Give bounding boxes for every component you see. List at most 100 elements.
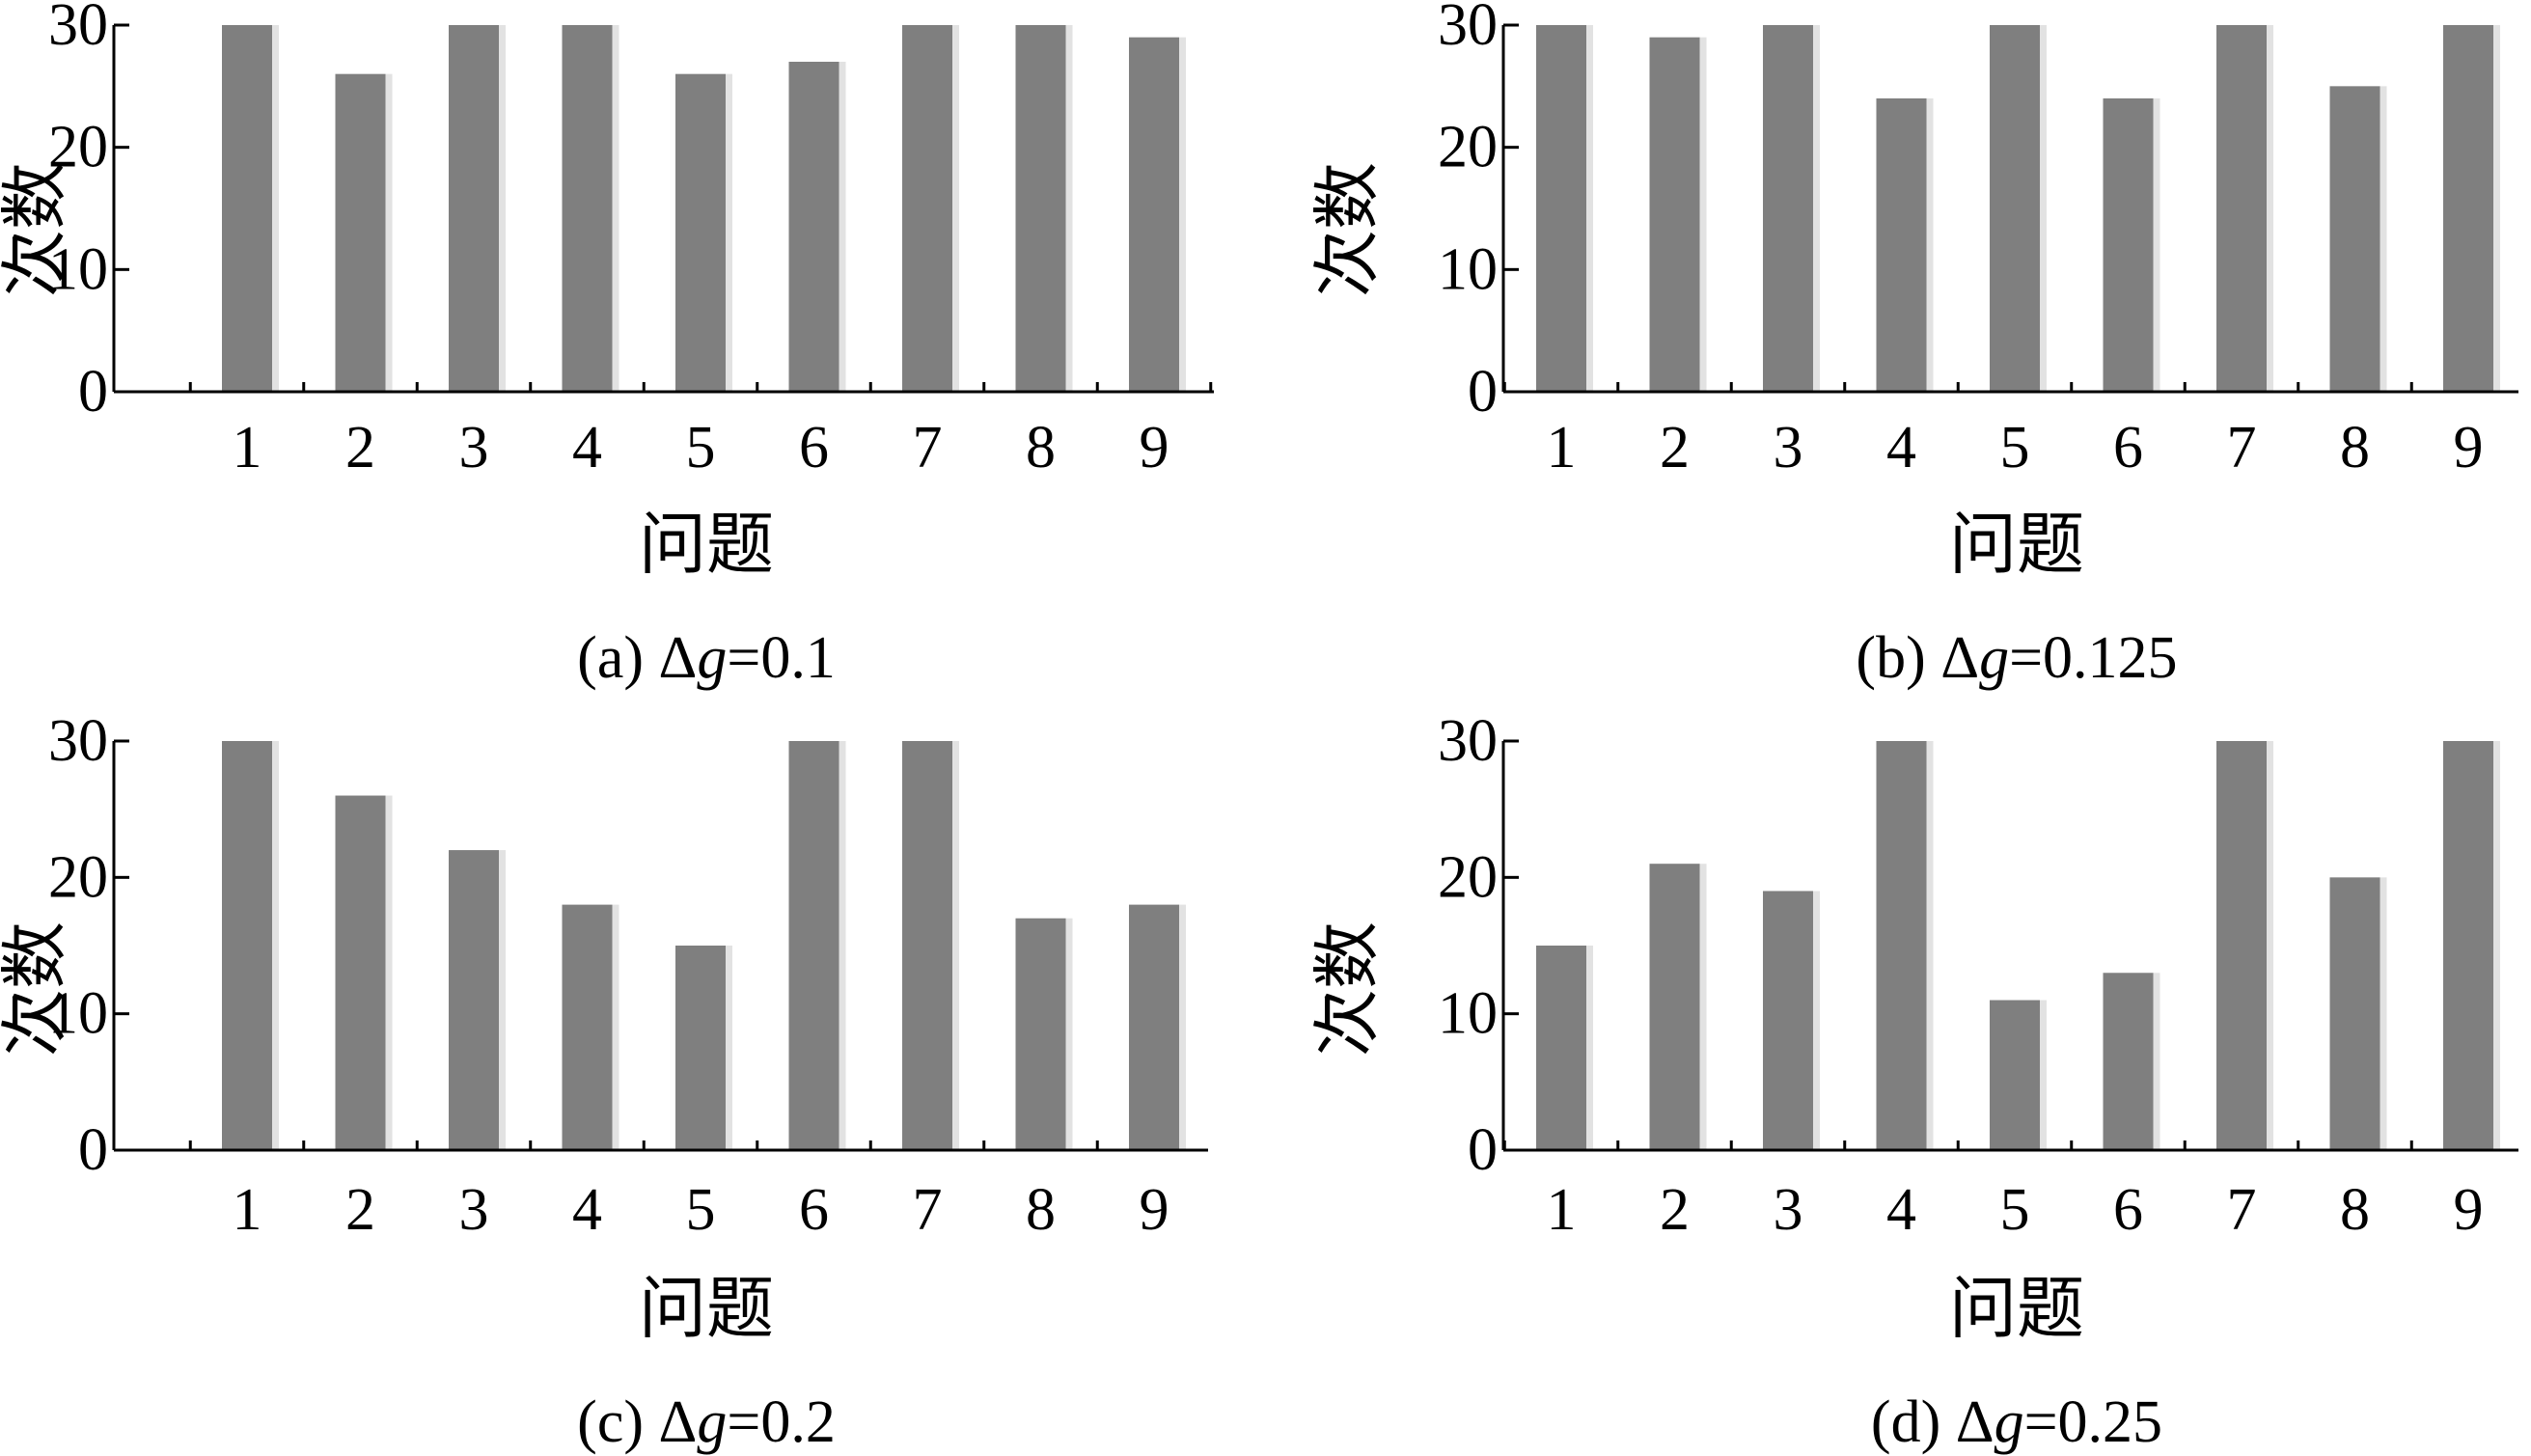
bar [1536, 946, 1586, 1150]
y-tick-label: 0 [78, 1117, 108, 1183]
bar-highlight [839, 62, 846, 392]
bar [1649, 864, 1700, 1150]
caption-prefix: (b) Δ [1856, 625, 1979, 691]
bar [1876, 98, 1927, 392]
chart-panel-a: 次数 问题 (a) Δg=0.1 0 10 20 30 1 2 3 4 5 6 7 8 9 [0, 0, 1214, 691]
bar-highlight [2380, 877, 2387, 1150]
y-tick-label: 30 [48, 0, 108, 58]
x-axis-title: 问题 [639, 508, 774, 583]
bar-highlight [2267, 25, 2273, 392]
bar [902, 25, 952, 392]
y-tick-label: 30 [48, 708, 108, 774]
y-tick-label: 10 [48, 981, 108, 1047]
bar-highlight [952, 25, 959, 392]
bar [335, 795, 386, 1150]
y-tick-label: 20 [1438, 115, 1498, 180]
bar [2103, 98, 2154, 392]
bar-highlight [2493, 741, 2500, 1150]
x-tick-label: 2 [345, 415, 375, 481]
bar [1015, 918, 1066, 1150]
bar-highlight [272, 25, 279, 392]
x-tick-label: 5 [686, 1177, 716, 1243]
bar [902, 741, 952, 1150]
x-tick-label: 9 [1140, 1177, 1169, 1243]
bar [2216, 25, 2267, 392]
bar-highlight [1926, 98, 1934, 392]
x-tick-label: 4 [1886, 415, 1916, 481]
bar-highlight [1179, 904, 1186, 1150]
x-tick-label: 3 [459, 1177, 489, 1243]
x-tick-label: 5 [2000, 415, 2030, 481]
bar-highlight [612, 904, 619, 1150]
bar [675, 946, 726, 1150]
panel-caption: (a) Δg=0.1 [577, 625, 836, 691]
y-tick-label: 10 [48, 236, 108, 302]
y-tick-label: 0 [1468, 1117, 1498, 1183]
bar [1763, 25, 1813, 392]
x-tick-label: 1 [1547, 415, 1577, 481]
x-tick-label: 5 [686, 415, 716, 481]
bar-highlight [2380, 86, 2387, 392]
x-tick-label: 6 [2113, 1177, 2143, 1243]
bar-highlight [839, 741, 846, 1150]
x-axis-title: 问题 [1949, 1273, 2084, 1347]
bar-highlight [385, 73, 393, 393]
chart-panel-b: 次数 问题 (b) Δg=0.125 0 10 20 30 1 2 3 4 5 6 7 8 9 [1311, 0, 2518, 691]
x-tick-label: 6 [799, 1177, 829, 1243]
x-tick-label: 9 [2454, 1177, 2484, 1243]
x-tick-label: 3 [459, 415, 489, 481]
bar-highlight [612, 25, 619, 392]
bar [1876, 741, 1927, 1150]
x-tick-label: 9 [2454, 415, 2484, 481]
bar-highlight [1699, 864, 1707, 1150]
bar-highlight [726, 946, 732, 1150]
x-tick-label: 1 [1547, 1177, 1577, 1243]
y-tick-label: 30 [1438, 708, 1498, 774]
bar-highlight [1926, 741, 1934, 1150]
x-tick-label: 1 [233, 1177, 262, 1243]
panel-caption: (d) Δg=0.25 [1871, 1389, 2162, 1455]
caption-prefix: (a) Δ [577, 625, 697, 691]
bar-highlight [726, 73, 732, 393]
x-tick-label: 8 [2340, 1177, 2370, 1243]
caption-value: =0.25 [2024, 1389, 2162, 1455]
bar [562, 25, 613, 392]
bar [1129, 904, 1179, 1150]
y-axis-title: 次数 [1311, 921, 1386, 1057]
caption-value: =0.125 [2009, 625, 2177, 691]
y-tick-label: 0 [1468, 359, 1498, 425]
x-tick-label: 7 [913, 1177, 943, 1243]
bar [449, 850, 499, 1150]
bar [1990, 1000, 2040, 1150]
x-axis-title: 问题 [1949, 508, 2084, 583]
bar-highlight [2040, 1000, 2047, 1150]
x-tick-label: 2 [345, 1177, 375, 1243]
x-tick-label: 8 [1026, 415, 1056, 481]
panel-caption: (c) Δg=0.2 [577, 1389, 836, 1455]
y-axis-title: 次数 [1311, 162, 1386, 297]
x-tick-label: 6 [2113, 415, 2143, 481]
bar [1649, 37, 1700, 393]
bar-highlight [1586, 946, 1593, 1150]
x-tick-label: 3 [1774, 415, 1803, 481]
chart-panel-d: 次数 问题 (d) Δg=0.25 0 10 20 30 1 2 3 4 5 6 7 8 9 [1311, 708, 2518, 1455]
panel-caption: (b) Δg=0.125 [1856, 625, 2177, 691]
caption-variable: g [1995, 1389, 2024, 1455]
bar-highlight [1813, 25, 1820, 392]
caption-prefix: (c) Δ [577, 1389, 697, 1455]
bar [675, 73, 726, 393]
y-tick-label: 10 [1438, 236, 1498, 302]
bar-highlight [1586, 25, 1593, 392]
bar [1129, 37, 1179, 393]
caption-value: =0.2 [727, 1389, 835, 1455]
bar [2103, 973, 2154, 1150]
caption-variable: g [1979, 625, 2009, 691]
y-axis-title: 次数 [0, 921, 73, 1057]
x-tick-label: 2 [1660, 415, 1690, 481]
bar-highlight [952, 741, 959, 1150]
x-tick-label: 4 [1886, 1177, 1916, 1243]
bar-highlight [1065, 25, 1073, 392]
bar [1990, 25, 2040, 392]
y-tick-label: 30 [1438, 0, 1498, 58]
